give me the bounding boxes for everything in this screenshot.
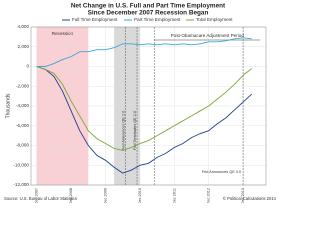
credit: © Political Calculations 2014 — [223, 196, 277, 201]
y-tick-label: -6,000 — [16, 123, 29, 128]
y-tick-label: -4,000 — [16, 103, 29, 108]
y-axis-title: Thousands — [5, 93, 11, 118]
event-label: Fed Terminates QE 2.0 — [133, 111, 137, 150]
x-tick-label: Dec 2013 — [241, 188, 245, 203]
series-line — [36, 37, 252, 67]
y-tick-label: 0 — [26, 64, 29, 69]
y-tick-label: -2,000 — [16, 83, 29, 88]
chart-subtitle: Since December 2007 Recession Began — [88, 10, 209, 17]
legend-label: Part Time Employment — [134, 17, 181, 22]
legend-label: Full Time Employment — [72, 17, 118, 22]
x-tick-label: Dec 2010 — [138, 188, 142, 203]
y-tick-label: 4,000 — [18, 24, 30, 29]
chart: Net Change in U.S. Full and Part Time Em… — [4, 2, 277, 203]
y-tick-label: -8,000 — [16, 143, 29, 148]
chart-title: Net Change in U.S. Full and Part Time Em… — [71, 3, 226, 10]
legend-label: Total Employment — [196, 17, 233, 22]
x-tick-label: Dec 2009 — [104, 188, 108, 203]
series-line — [36, 66, 252, 174]
x-tick-label: Dec 2012 — [207, 188, 211, 203]
event-label: Fed Announces QE 2.0 — [122, 111, 126, 150]
y-tick-label: 2,000 — [18, 44, 30, 49]
event-label: Fed Announces QE 3.0 — [202, 170, 241, 174]
y-tick-label: -10,000 — [13, 162, 29, 167]
y-tick-label: -12,000 — [13, 182, 29, 187]
region-label: Recession — [52, 31, 74, 36]
x-tick-label: Dec 2007 — [35, 188, 39, 203]
span-label: Post-Obamacare Adjustment Period — [171, 33, 245, 38]
source: Source: U.S. Bureau of Labor Statistics — [4, 196, 77, 201]
x-tick-label: Dec 2011 — [172, 188, 176, 203]
series-line — [36, 66, 252, 151]
x-tick-label: Dec 2008 — [69, 188, 73, 203]
plot-frame — [30, 26, 267, 186]
